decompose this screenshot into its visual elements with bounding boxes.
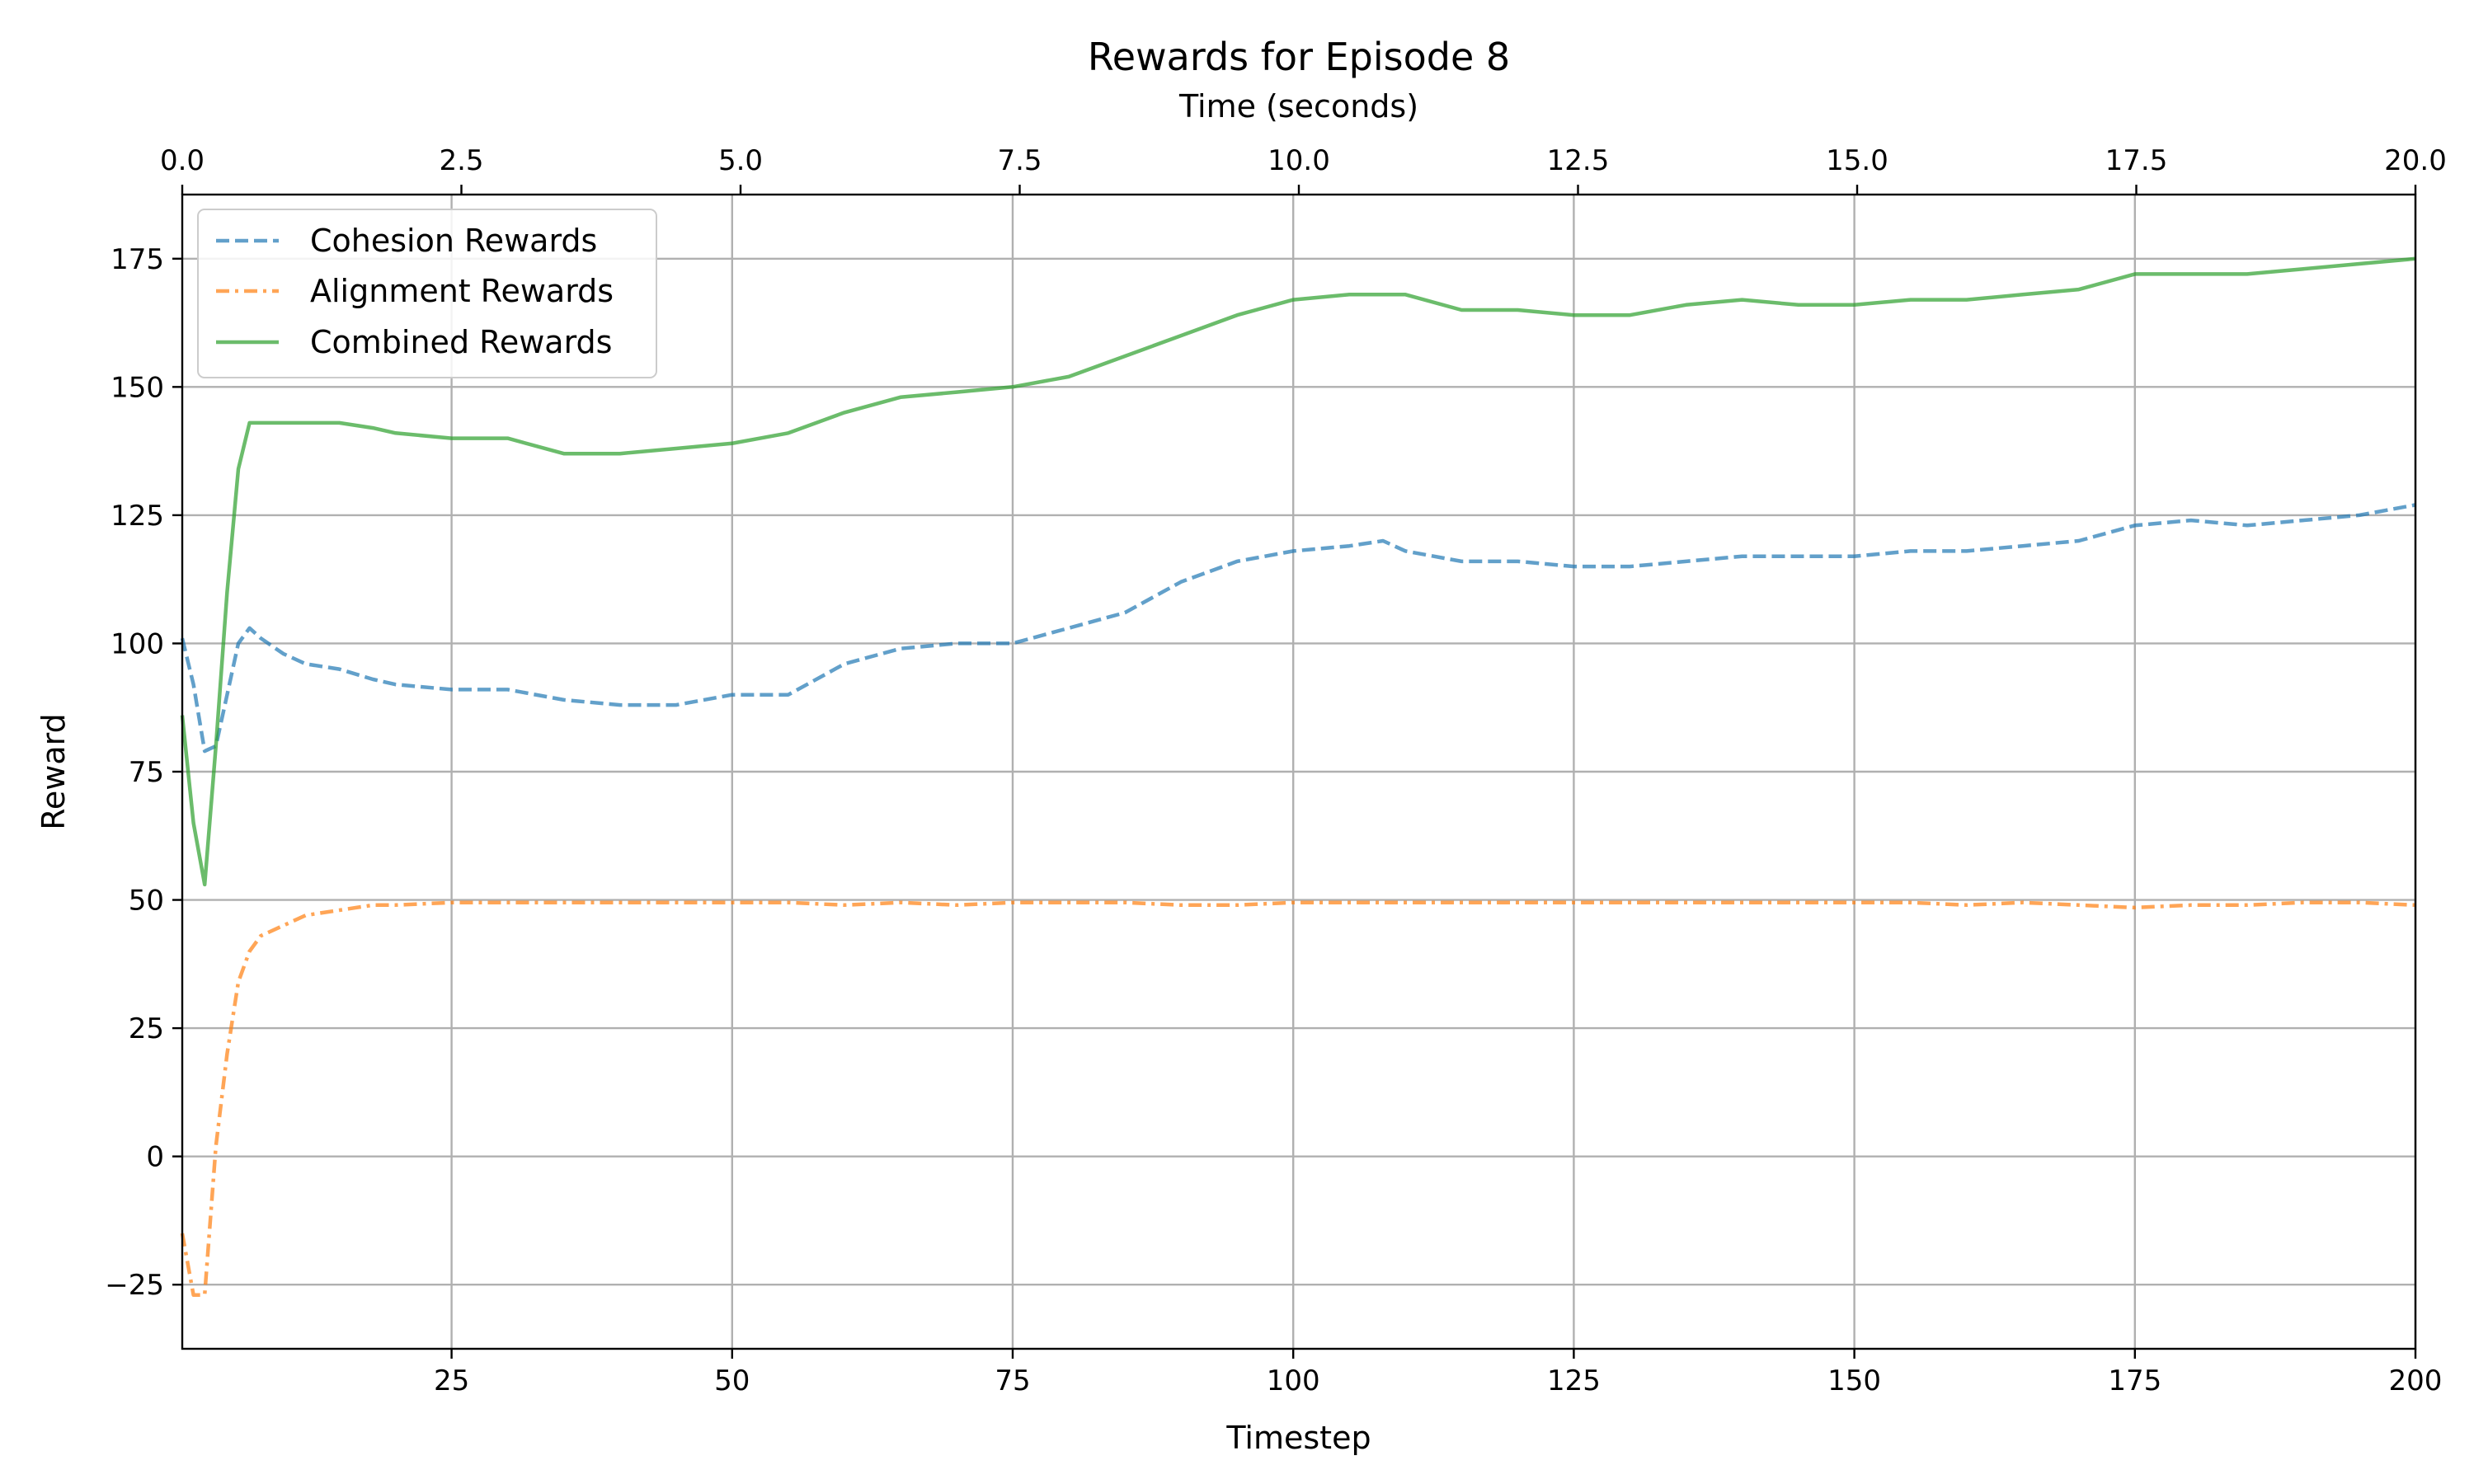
x-tick-label: 50	[714, 1364, 750, 1397]
secondary-x-tick-label: 7.5	[997, 144, 1042, 177]
secondary-x-tick-label: 0.0	[160, 144, 205, 177]
legend-label-cohesion: Cohesion Rewards	[310, 223, 597, 259]
secondary-x-tick-label: 10.0	[1268, 144, 1330, 177]
y-tick-label: 75	[129, 756, 164, 789]
secondary-x-tick-label: 17.5	[2105, 144, 2168, 177]
y-tick-label: 175	[111, 243, 164, 276]
y-axis-label: Reward	[35, 713, 72, 830]
secondary-x-tick-label: 5.0	[718, 144, 763, 177]
x-axis-ticks: 25 50 75 100 125 150 175 200	[434, 1349, 2442, 1397]
grid-lines	[182, 195, 2417, 1349]
secondary-x-tick-label: 15.0	[1826, 144, 1888, 177]
y-tick-label: 0	[146, 1141, 164, 1174]
secondary-x-axis-label: Time (seconds)	[1178, 88, 1418, 124]
series-line-combined	[180, 256, 2416, 887]
legend-label-combined: Combined Rewards	[310, 324, 612, 360]
legend-label-alignment: Alignment Rewards	[310, 273, 614, 309]
legend: Cohesion Rewards Alignment Rewards Combi…	[197, 209, 657, 378]
y-tick-label: 150	[111, 371, 164, 404]
x-tick-label: 75	[995, 1364, 1030, 1397]
secondary-x-axis-ticks: 0.0 2.5 5.0 7.5 10.0 12.5 15.0 17.5 20.0	[160, 144, 2447, 195]
secondary-x-tick-label: 2.5	[439, 144, 483, 177]
series-line-alignment	[180, 900, 2416, 1297]
secondary-x-tick-label: 20.0	[2384, 144, 2447, 177]
x-tick-label: 100	[1267, 1364, 1320, 1397]
y-tick-label: 50	[129, 885, 164, 918]
x-axis-label: Timestep	[1225, 1420, 1371, 1456]
secondary-x-tick-label: 12.5	[1547, 144, 1610, 177]
x-tick-label: 25	[434, 1364, 469, 1397]
y-tick-label: 25	[129, 1012, 164, 1045]
y-tick-label: 125	[111, 500, 164, 533]
legend-box	[197, 209, 657, 378]
series-line-cohesion	[180, 503, 2416, 754]
x-tick-label: 150	[1827, 1364, 1881, 1397]
x-tick-label: 175	[2108, 1364, 2161, 1397]
y-tick-label: 100	[111, 627, 164, 660]
y-tick-label: −25	[105, 1269, 164, 1302]
series-lines	[180, 256, 2416, 1297]
x-tick-label: 200	[2389, 1364, 2443, 1397]
x-tick-label: 125	[1547, 1364, 1601, 1397]
chart-title: Rewards for Episode 8	[1088, 35, 1510, 79]
y-axis-ticks: −25 0 25 50 75 100 125 150 175	[105, 243, 182, 1302]
